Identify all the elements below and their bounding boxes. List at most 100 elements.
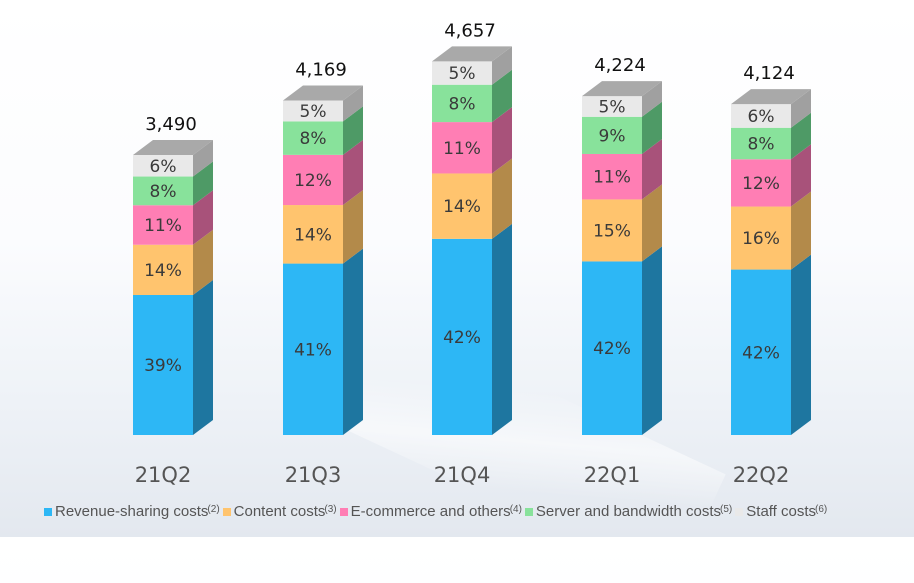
legend-swatch	[735, 507, 744, 516]
bar-segment-side	[193, 280, 213, 435]
bar-top-face	[283, 85, 363, 101]
bar-segment-front	[133, 244, 193, 295]
segment-value-label: 9%	[599, 126, 626, 146]
segment-value-label: 5%	[449, 64, 476, 84]
bar-segment-side	[193, 140, 213, 177]
bar-segment-side	[492, 223, 512, 435]
segment-value-label: 12%	[742, 174, 780, 194]
bar-segment-side	[642, 246, 662, 435]
segment-value-label: 41%	[294, 340, 332, 360]
legend-swatch	[44, 507, 52, 516]
bar-segment-front	[432, 122, 492, 174]
bar-segment-front	[432, 61, 492, 85]
segment-value-label: 8%	[748, 135, 775, 155]
segment-value-label: 11%	[144, 216, 182, 236]
segment-value-label: 42%	[443, 328, 481, 348]
bar-segment-front	[582, 153, 642, 200]
segment-value-label: 15%	[593, 221, 631, 241]
segment-value-label: 39%	[144, 356, 182, 376]
bar-segment-side	[193, 229, 213, 295]
bar-segment-side	[343, 190, 363, 264]
x-axis-category-label: 22Q1	[584, 463, 641, 487]
segment-value-label: 6%	[748, 107, 775, 127]
legend-label: Staff costs	[746, 503, 817, 520]
bar-segment-front	[283, 205, 343, 264]
segment-value-label: 16%	[742, 229, 780, 249]
legend-label: E-commerce and others	[350, 503, 511, 520]
legend-item: E-commerce and others (4)	[339, 503, 525, 520]
segment-value-label: 42%	[593, 339, 631, 359]
legend-swatch	[222, 507, 231, 516]
bar-segment-side	[791, 191, 811, 270]
bar-total-label: 3,490	[145, 114, 197, 135]
bar-segment-side	[343, 106, 363, 155]
segment-value-label: 8%	[150, 182, 177, 202]
bar-total-label: 4,124	[743, 63, 795, 84]
bar-top-face	[731, 89, 811, 105]
bar-total-label: 4,224	[594, 55, 646, 76]
bar-segment-front	[133, 205, 193, 245]
bar-segment-front	[133, 155, 193, 177]
bar-segment-side	[642, 138, 662, 200]
bar-segment-front	[133, 176, 193, 206]
segment-value-label: 6%	[150, 157, 177, 177]
bar-segment-side	[492, 46, 512, 85]
bar-segment-front	[731, 159, 791, 207]
bar-segment-side	[791, 89, 811, 128]
segment-value-label: 14%	[144, 261, 182, 281]
legend-item: Content costs (3)	[222, 503, 340, 520]
bar-segment-front	[283, 100, 343, 122]
bar-segment-front	[731, 269, 791, 435]
segment-value-label: 12%	[294, 171, 332, 191]
stacked-bar-chart: 39% 14% 11% 8% 6% 3,490 21Q2 41% 14% 12% 8% 5% 4,169…	[133, 20, 811, 487]
legend-label: Content costs	[233, 503, 326, 520]
legend-swatch	[339, 507, 348, 516]
segment-value-label: 8%	[449, 94, 476, 114]
bar-segment-side	[642, 101, 662, 154]
bar-total-label: 4,657	[444, 20, 496, 41]
bar-segment-front	[283, 121, 343, 155]
bar-segment-side	[492, 107, 512, 174]
bar-segment-front	[432, 84, 492, 123]
bar-segment-side	[791, 112, 811, 160]
bar-segment-front	[582, 116, 642, 154]
bar-segment-side	[642, 184, 662, 262]
bar-segment-side	[193, 161, 213, 206]
legend-item: Revenue-sharing costs (2)	[44, 503, 223, 520]
bar-segment-front	[582, 96, 642, 117]
legend-label: Revenue-sharing costs	[55, 503, 209, 520]
bar-segment-front	[133, 295, 193, 435]
segment-value-label: 8%	[300, 129, 327, 149]
bar-segment-side	[791, 254, 811, 435]
legend-footnote-marker: (4)	[509, 504, 522, 515]
bar-segment-front	[283, 263, 343, 435]
bar-segment-front	[582, 261, 642, 435]
legend-item: Staff costs (6)	[735, 503, 830, 520]
segment-value-label: 11%	[593, 168, 631, 188]
bar-segment-front	[432, 173, 492, 239]
bar-segment-side	[343, 139, 363, 206]
bar-segment-front	[731, 104, 791, 128]
bar-segment-side	[492, 158, 512, 239]
segment-value-label: 14%	[294, 225, 332, 245]
x-axis-category-label: 22Q2	[733, 463, 790, 487]
x-axis-category-label: 21Q2	[135, 463, 192, 487]
x-axis-category-label: 21Q3	[285, 463, 342, 487]
legend-footnote-marker: (5)	[720, 504, 733, 515]
bar-segment-side	[343, 248, 363, 435]
bar-segment-side	[791, 144, 811, 207]
bar-segment-side	[193, 190, 213, 245]
segment-value-label: 11%	[443, 139, 481, 159]
legend-footnote-marker: (3)	[324, 504, 337, 515]
x-axis-category-label: 21Q4	[434, 463, 491, 487]
legend-item: Server and bandwidth costs (5)	[524, 503, 735, 520]
bar-segment-front	[432, 238, 492, 435]
bar-top-face	[432, 46, 512, 62]
bar-top-face	[582, 81, 662, 97]
bar-segment-front	[582, 199, 642, 262]
bar-top-face	[133, 140, 213, 155]
legend-footnote-marker: (2)	[207, 504, 220, 515]
segment-value-label: 14%	[443, 197, 481, 217]
chart-legend: Revenue-sharing costs (2) Content costs (3)…	[44, 503, 830, 520]
bar-segment-side	[642, 81, 662, 117]
